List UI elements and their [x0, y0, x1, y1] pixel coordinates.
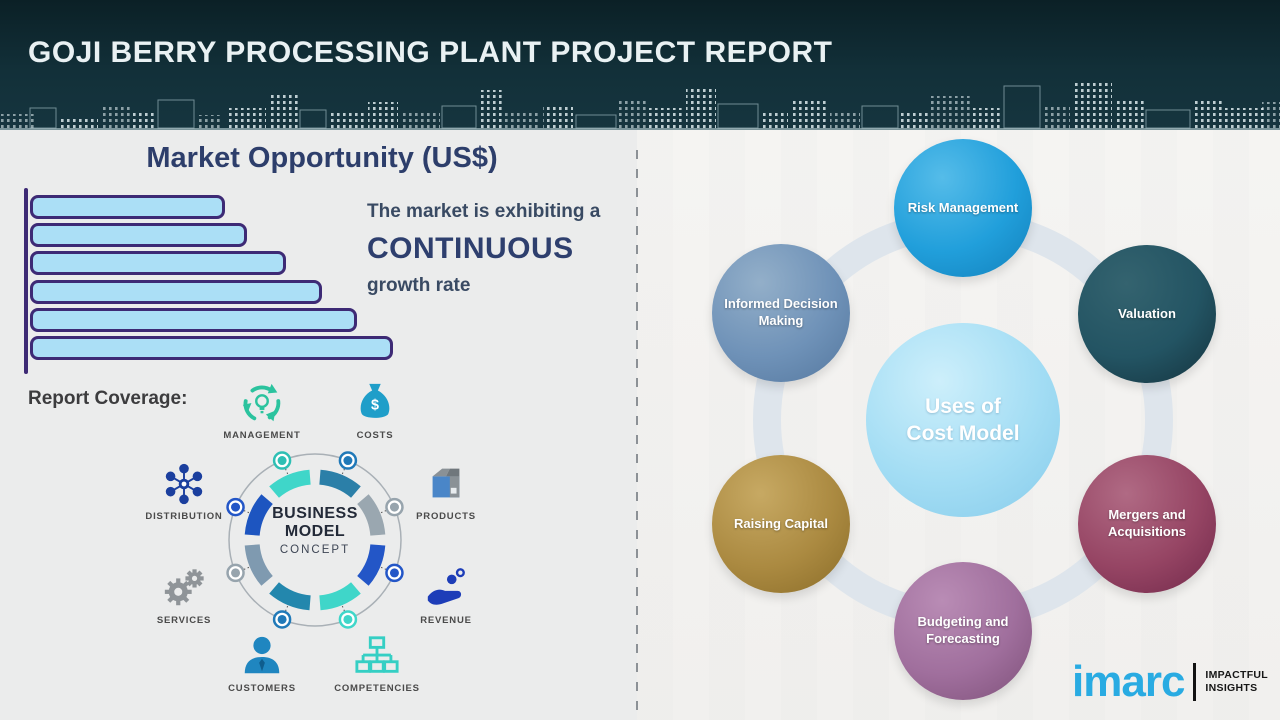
coverage-item-revenue: REVENUE: [390, 565, 502, 626]
page-title: GOJI BERRY PROCESSING PLANT PROJECT REPO…: [28, 36, 833, 69]
ring-segment: [319, 581, 361, 611]
ring-segment: [244, 494, 274, 536]
market-bar: [30, 223, 247, 248]
node-informed-decision-making: Informed Decision Making: [712, 244, 850, 382]
callout-line1: The market is exhibiting a: [367, 201, 601, 222]
growth-callout: The market is exhibiting a CONTINUOUS gr…: [367, 201, 629, 297]
coverage-label-distribution: DISTRIBUTION: [145, 511, 223, 522]
market-bar-chart: [30, 192, 430, 372]
node-label: Mergers and Acquisitions: [1107, 507, 1186, 539]
callout-line3: growth rate: [367, 275, 471, 296]
coverage-label-products: PRODUCTS: [416, 511, 476, 522]
uses-center-line1: Uses of: [925, 394, 1001, 418]
svg-text:$: $: [371, 398, 379, 414]
coverage-item-products: PRODUCTS: [390, 461, 502, 522]
business-model-line3: CONCEPT: [279, 543, 351, 556]
coverage-item-management: MANAGEMENT: [206, 380, 318, 441]
business-model-center-label: BUSINESS MODEL CONCEPT: [240, 505, 390, 556]
ring-segment: [244, 544, 274, 586]
org-chart-icon: [355, 636, 399, 673]
node-label: Raising Capital: [734, 515, 828, 531]
node-label: Risk Management: [907, 199, 1019, 215]
coverage-label-customers: CUSTOMERS: [228, 683, 296, 694]
node-valuation: Valuation: [1078, 245, 1216, 383]
logo-tagline: IMPACTFUL INSIGHTS: [1205, 669, 1268, 694]
business-model-line2: MODEL: [284, 523, 346, 541]
coverage-item-customers: CUSTOMERS: [206, 633, 318, 694]
person-icon: [244, 636, 280, 674]
report-coverage-label: Report Coverage:: [28, 388, 188, 409]
hand-coins-icon: [427, 568, 465, 605]
network-hub-icon: [165, 463, 203, 505]
market-opportunity-title: Market Opportunity (US$): [146, 142, 498, 174]
market-bar: [30, 307, 358, 332]
business-model-line1: BUSINESS: [272, 505, 358, 522]
header-banner: GOJI BERRY PROCESSING PLANT PROJECT REPO…: [0, 0, 1280, 133]
node-budgeting-forecasting: Budgeting and Forecasting: [894, 562, 1032, 700]
coverage-item-competencies: COMPETENCIES: [321, 633, 433, 694]
management-cycle-bulb-icon: [242, 383, 281, 422]
market-bar: [30, 195, 226, 219]
business-model-ring: [226, 451, 404, 629]
coverage-item-distribution: DISTRIBUTION: [128, 461, 240, 522]
ring-segment: [356, 494, 386, 536]
imarc-logo: imarc IMPACTFUL INSIGHTS: [1072, 660, 1268, 704]
node-label: Budgeting and Forecasting: [917, 614, 1009, 646]
ring-segment: [269, 581, 311, 611]
market-bar: [30, 279, 322, 304]
coverage-item-costs: $ COSTS: [319, 380, 431, 441]
city-skyline-silhouette: [0, 82, 1280, 130]
coverage-label-revenue: REVENUE: [420, 615, 472, 626]
node-mergers-acquisitions: Mergers and Acquisitions: [1078, 455, 1216, 593]
money-bag-icon: $: [360, 383, 390, 418]
node-raising-capital: Raising Capital: [712, 455, 850, 593]
coverage-item-services: SERVICES: [128, 565, 240, 626]
node-label: Informed Decision Making: [724, 296, 838, 328]
gears-icon: [164, 569, 204, 606]
imarc-wordmark: imarc: [1072, 657, 1185, 706]
logo-divider-bar: [1193, 663, 1197, 701]
coverage-label-management: MANAGEMENT: [223, 430, 301, 441]
ring-segment: [319, 469, 361, 499]
box-icon: [432, 468, 460, 498]
ring-segment: [269, 469, 311, 499]
node-label: Valuation: [1118, 305, 1176, 321]
vertical-dashed-divider: [636, 150, 638, 716]
uses-diagram-center: Uses of Cost Model: [866, 323, 1060, 517]
node-risk-management: Risk Management: [894, 139, 1032, 277]
coverage-label-costs: COSTS: [356, 430, 394, 441]
callout-line2: CONTINUOUS: [367, 232, 574, 265]
coverage-label-services: SERVICES: [156, 615, 212, 626]
ring-segment: [356, 544, 386, 586]
bar-chart-axis: [24, 188, 28, 374]
market-bar: [30, 251, 286, 276]
coverage-label-competencies: COMPETENCIES: [334, 683, 420, 694]
market-bar: [30, 336, 393, 360]
uses-center-line2: Cost Model: [906, 422, 1020, 445]
